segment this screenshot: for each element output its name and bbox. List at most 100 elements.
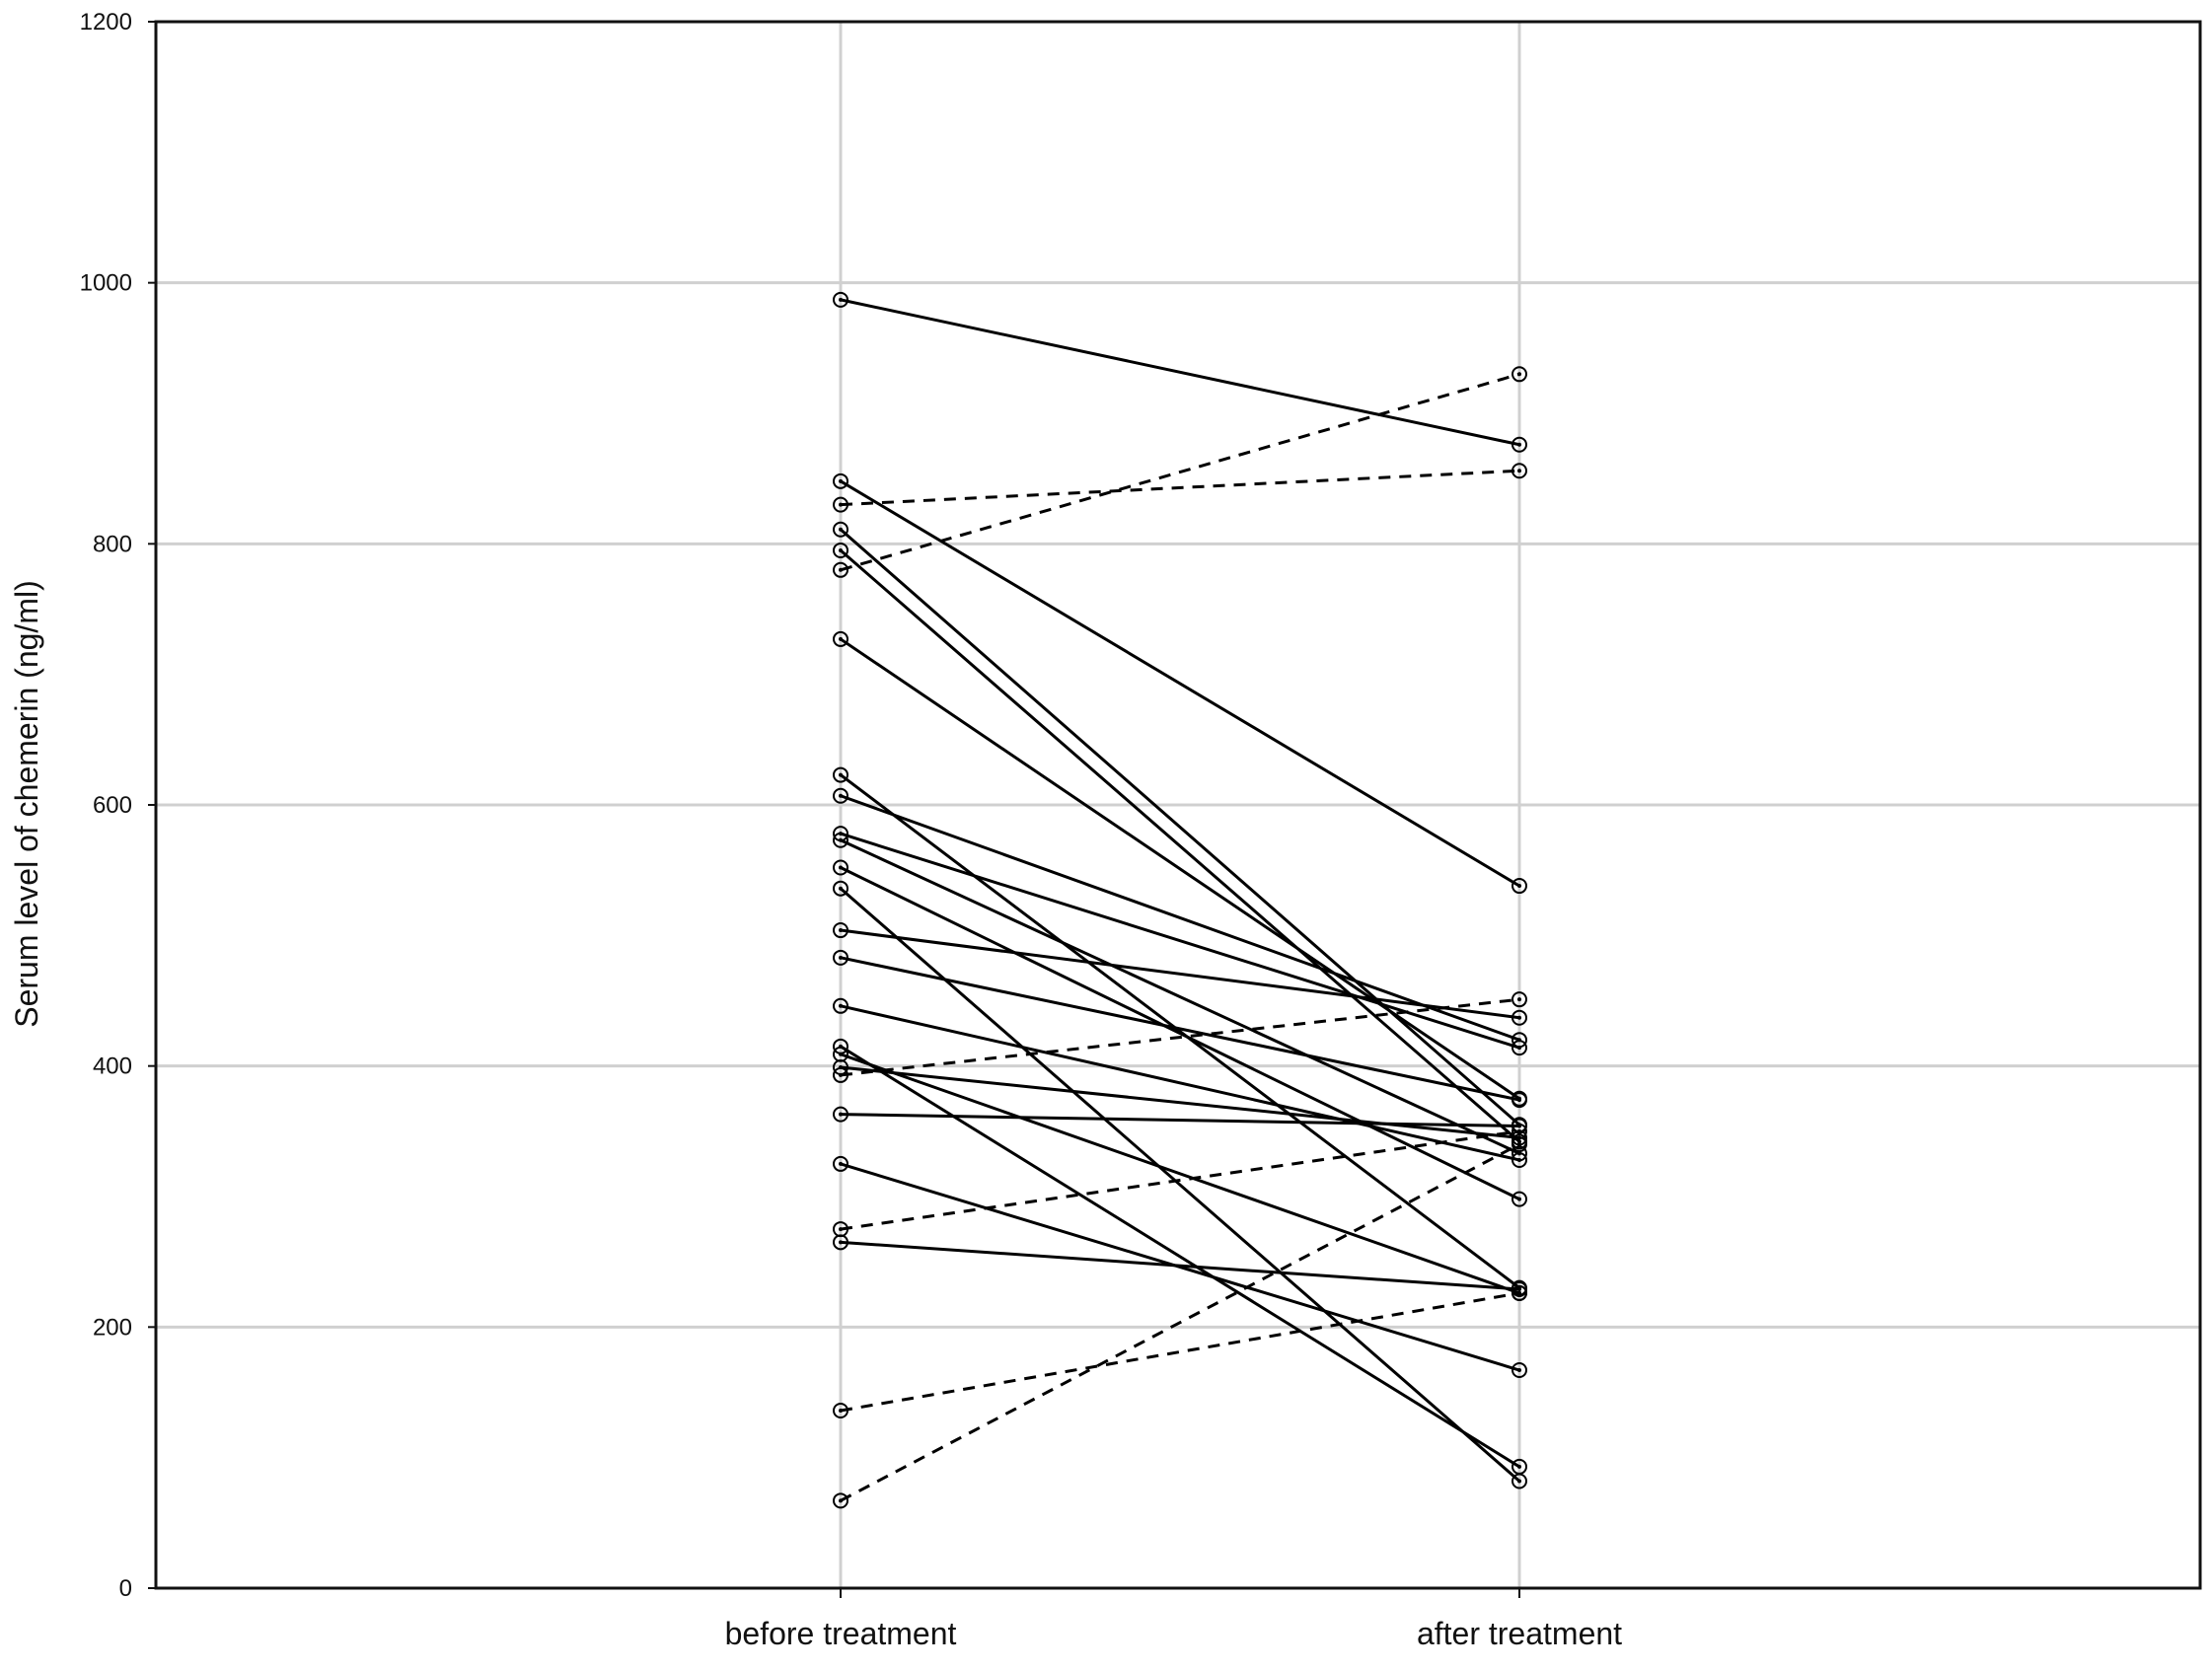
y-axis-title: Serum level of chemerin (ng/ml) [9,580,44,1027]
data-point [1512,991,1527,1008]
series-line [840,866,1520,1200]
data-point [833,1106,848,1123]
data-point-dot [839,772,843,777]
series-17 [833,1058,1527,1146]
data-point-dot [839,527,843,532]
data-point-dot [1517,1015,1521,1020]
series-4 [833,542,1527,1150]
data-point-dot [839,297,843,302]
data-point-dot [1517,469,1521,473]
series-line [840,1240,1520,1291]
data-point-dot [1517,997,1521,1002]
series-15 [833,1038,1527,1475]
series-line [840,928,1520,1020]
data-point [1512,1362,1527,1379]
plot-frame [154,20,2202,1590]
series-23 [833,991,1527,1083]
series-25 [833,1284,1527,1419]
series-13 [833,949,1527,1109]
data-point [833,521,848,538]
series-14 [833,997,1527,1168]
data-point [1512,1040,1527,1056]
y-tick-label: 0 [119,1575,132,1602]
data-point [833,949,848,966]
data-point-dot [839,1161,843,1166]
data-point [833,542,848,558]
data-point [833,1403,848,1419]
data-point-dot [839,837,843,842]
data-point [1512,436,1527,453]
data-point [833,1492,848,1509]
data-point [833,832,848,848]
series-line [840,528,1520,1126]
series-layer [833,291,1527,1509]
y-tick-label: 400 [93,1053,132,1080]
data-point [1512,1458,1527,1475]
series-line [840,469,1520,507]
y-tick-label: 600 [93,792,132,819]
data-point-dot [839,1112,843,1117]
data-point [833,787,848,804]
series-22 [833,366,1527,578]
y-tick-label: 200 [93,1314,132,1341]
data-point-dot [839,1072,843,1077]
y-tick-label: 1200 [80,9,132,36]
series-line [840,1113,1520,1128]
data-point-dot [839,793,843,798]
y-tick-label: 800 [93,531,132,557]
series-line [840,1129,1520,1231]
data-point-dot [839,1240,843,1245]
data-point [1512,1009,1527,1026]
data-point-dot [839,865,843,870]
data-point [833,472,848,489]
series-10 [833,859,1527,1207]
series-7 [833,787,1527,1049]
data-point-dot [839,636,843,641]
grid-layer [156,22,2200,1588]
data-point-dot [1517,1479,1521,1484]
series-16 [833,1046,1527,1301]
data-point [1512,1092,1527,1109]
data-point-dot [839,928,843,933]
data-point [1512,366,1527,383]
data-point [1512,1151,1527,1168]
data-point-dot [839,478,843,483]
data-point [833,1155,848,1172]
series-line [840,1053,1520,1295]
data-point [833,291,848,308]
data-point [1512,1280,1527,1297]
data-point-dot [839,1052,843,1056]
data-point-dot [1517,372,1521,377]
data-point-dot [839,1409,843,1414]
series-line [840,1142,1520,1502]
data-point [833,922,848,939]
series-line [840,479,1520,888]
data-point-dot [1517,884,1521,889]
data-point [1512,1191,1527,1207]
series-line [840,1065,1520,1139]
series-line [840,997,1520,1077]
series-11 [833,880,1527,1489]
series-2 [833,472,1527,895]
series-26 [833,1136,1527,1509]
data-point [833,561,848,578]
data-point [833,880,848,897]
series-line [840,956,1520,1102]
data-point [833,766,848,783]
series-line [840,838,1520,1155]
data-point-dot [1517,1046,1521,1051]
data-point [833,630,848,647]
data-point-dot [839,1498,843,1503]
data-point [1512,1136,1527,1153]
data-point [833,496,848,513]
series-line [840,1004,1520,1162]
axis-layer: 0 200 400 600 800 1000 1200 before treatment aft… [80,9,2202,1651]
data-point-dot [1517,1098,1521,1103]
data-point-dot [1517,1290,1521,1295]
series-12 [833,922,1527,1026]
y-tick-label: 1000 [80,270,132,297]
series-line [840,298,1520,447]
data-point-dot [1517,1128,1521,1133]
